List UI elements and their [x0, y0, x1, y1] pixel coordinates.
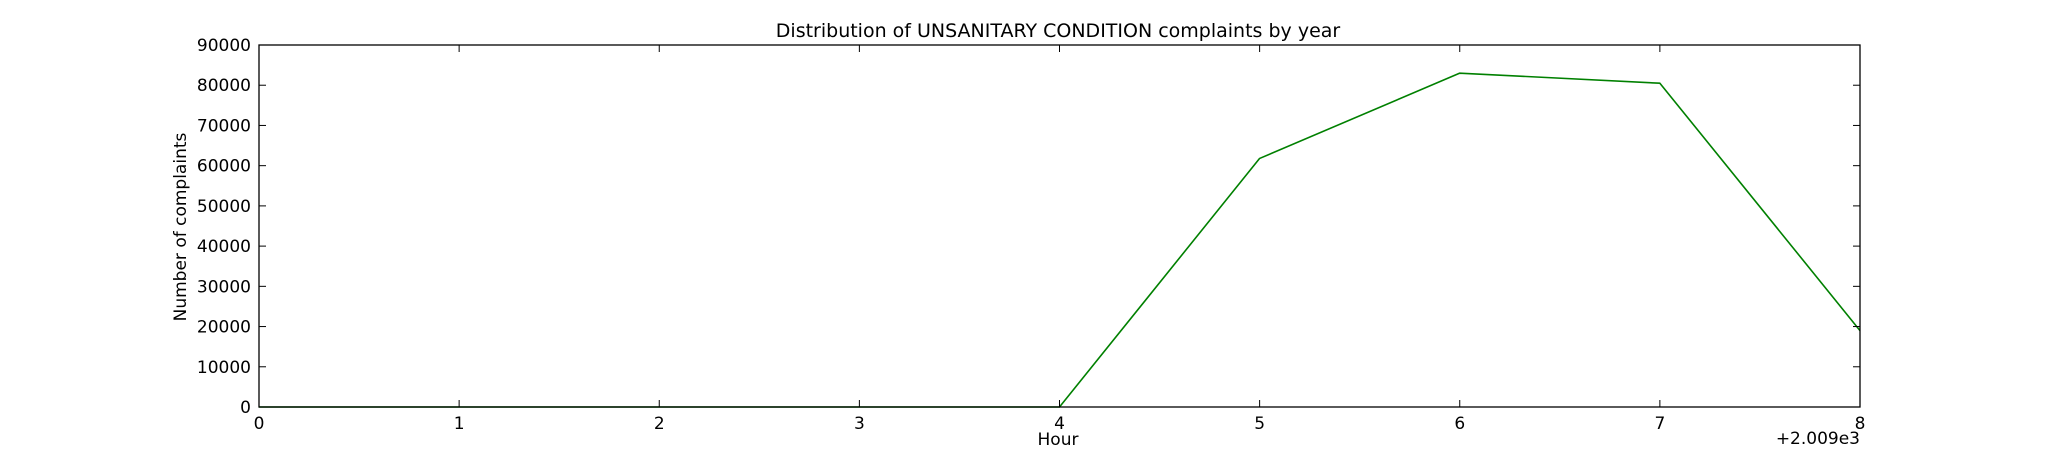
- x-tick-label: 4: [1054, 414, 1065, 434]
- y-tick-label: 90000: [197, 36, 251, 56]
- x-tick-label: 3: [854, 414, 865, 434]
- y-tick-label: 30000: [197, 277, 251, 297]
- x-axis-label: Hour: [1038, 430, 1079, 450]
- y-tick-label: 40000: [197, 237, 251, 257]
- x-tick-label: 2: [654, 414, 665, 434]
- x-tick-label: 8: [1855, 414, 1866, 434]
- y-axis-label: Number of complaints: [171, 132, 191, 321]
- y-tick-label: 70000: [197, 116, 251, 136]
- x-tick-label: 0: [254, 414, 265, 434]
- plot-area: 0 1 2 3 4 5 6 7 8 0 10000 20000 30000 40000 50000 60000…: [197, 36, 1866, 434]
- y-tick-label: 50000: [197, 197, 251, 217]
- x-tick-label: 6: [1454, 414, 1465, 434]
- y-tick-label: 80000: [197, 76, 251, 96]
- y-tick-label: 10000: [197, 358, 251, 378]
- chart-title: Distribution of UNSANITARY CONDITION com…: [776, 20, 1341, 42]
- y-tick-label: 0: [240, 398, 251, 418]
- x-tick-label: 1: [454, 414, 465, 434]
- x-tick-label: 5: [1254, 414, 1265, 434]
- y-tick-label: 20000: [197, 318, 251, 338]
- x-offset-label: +2.009e3: [1776, 429, 1860, 449]
- y-tick-label: 60000: [197, 157, 251, 177]
- x-tick-label: 7: [1654, 414, 1665, 434]
